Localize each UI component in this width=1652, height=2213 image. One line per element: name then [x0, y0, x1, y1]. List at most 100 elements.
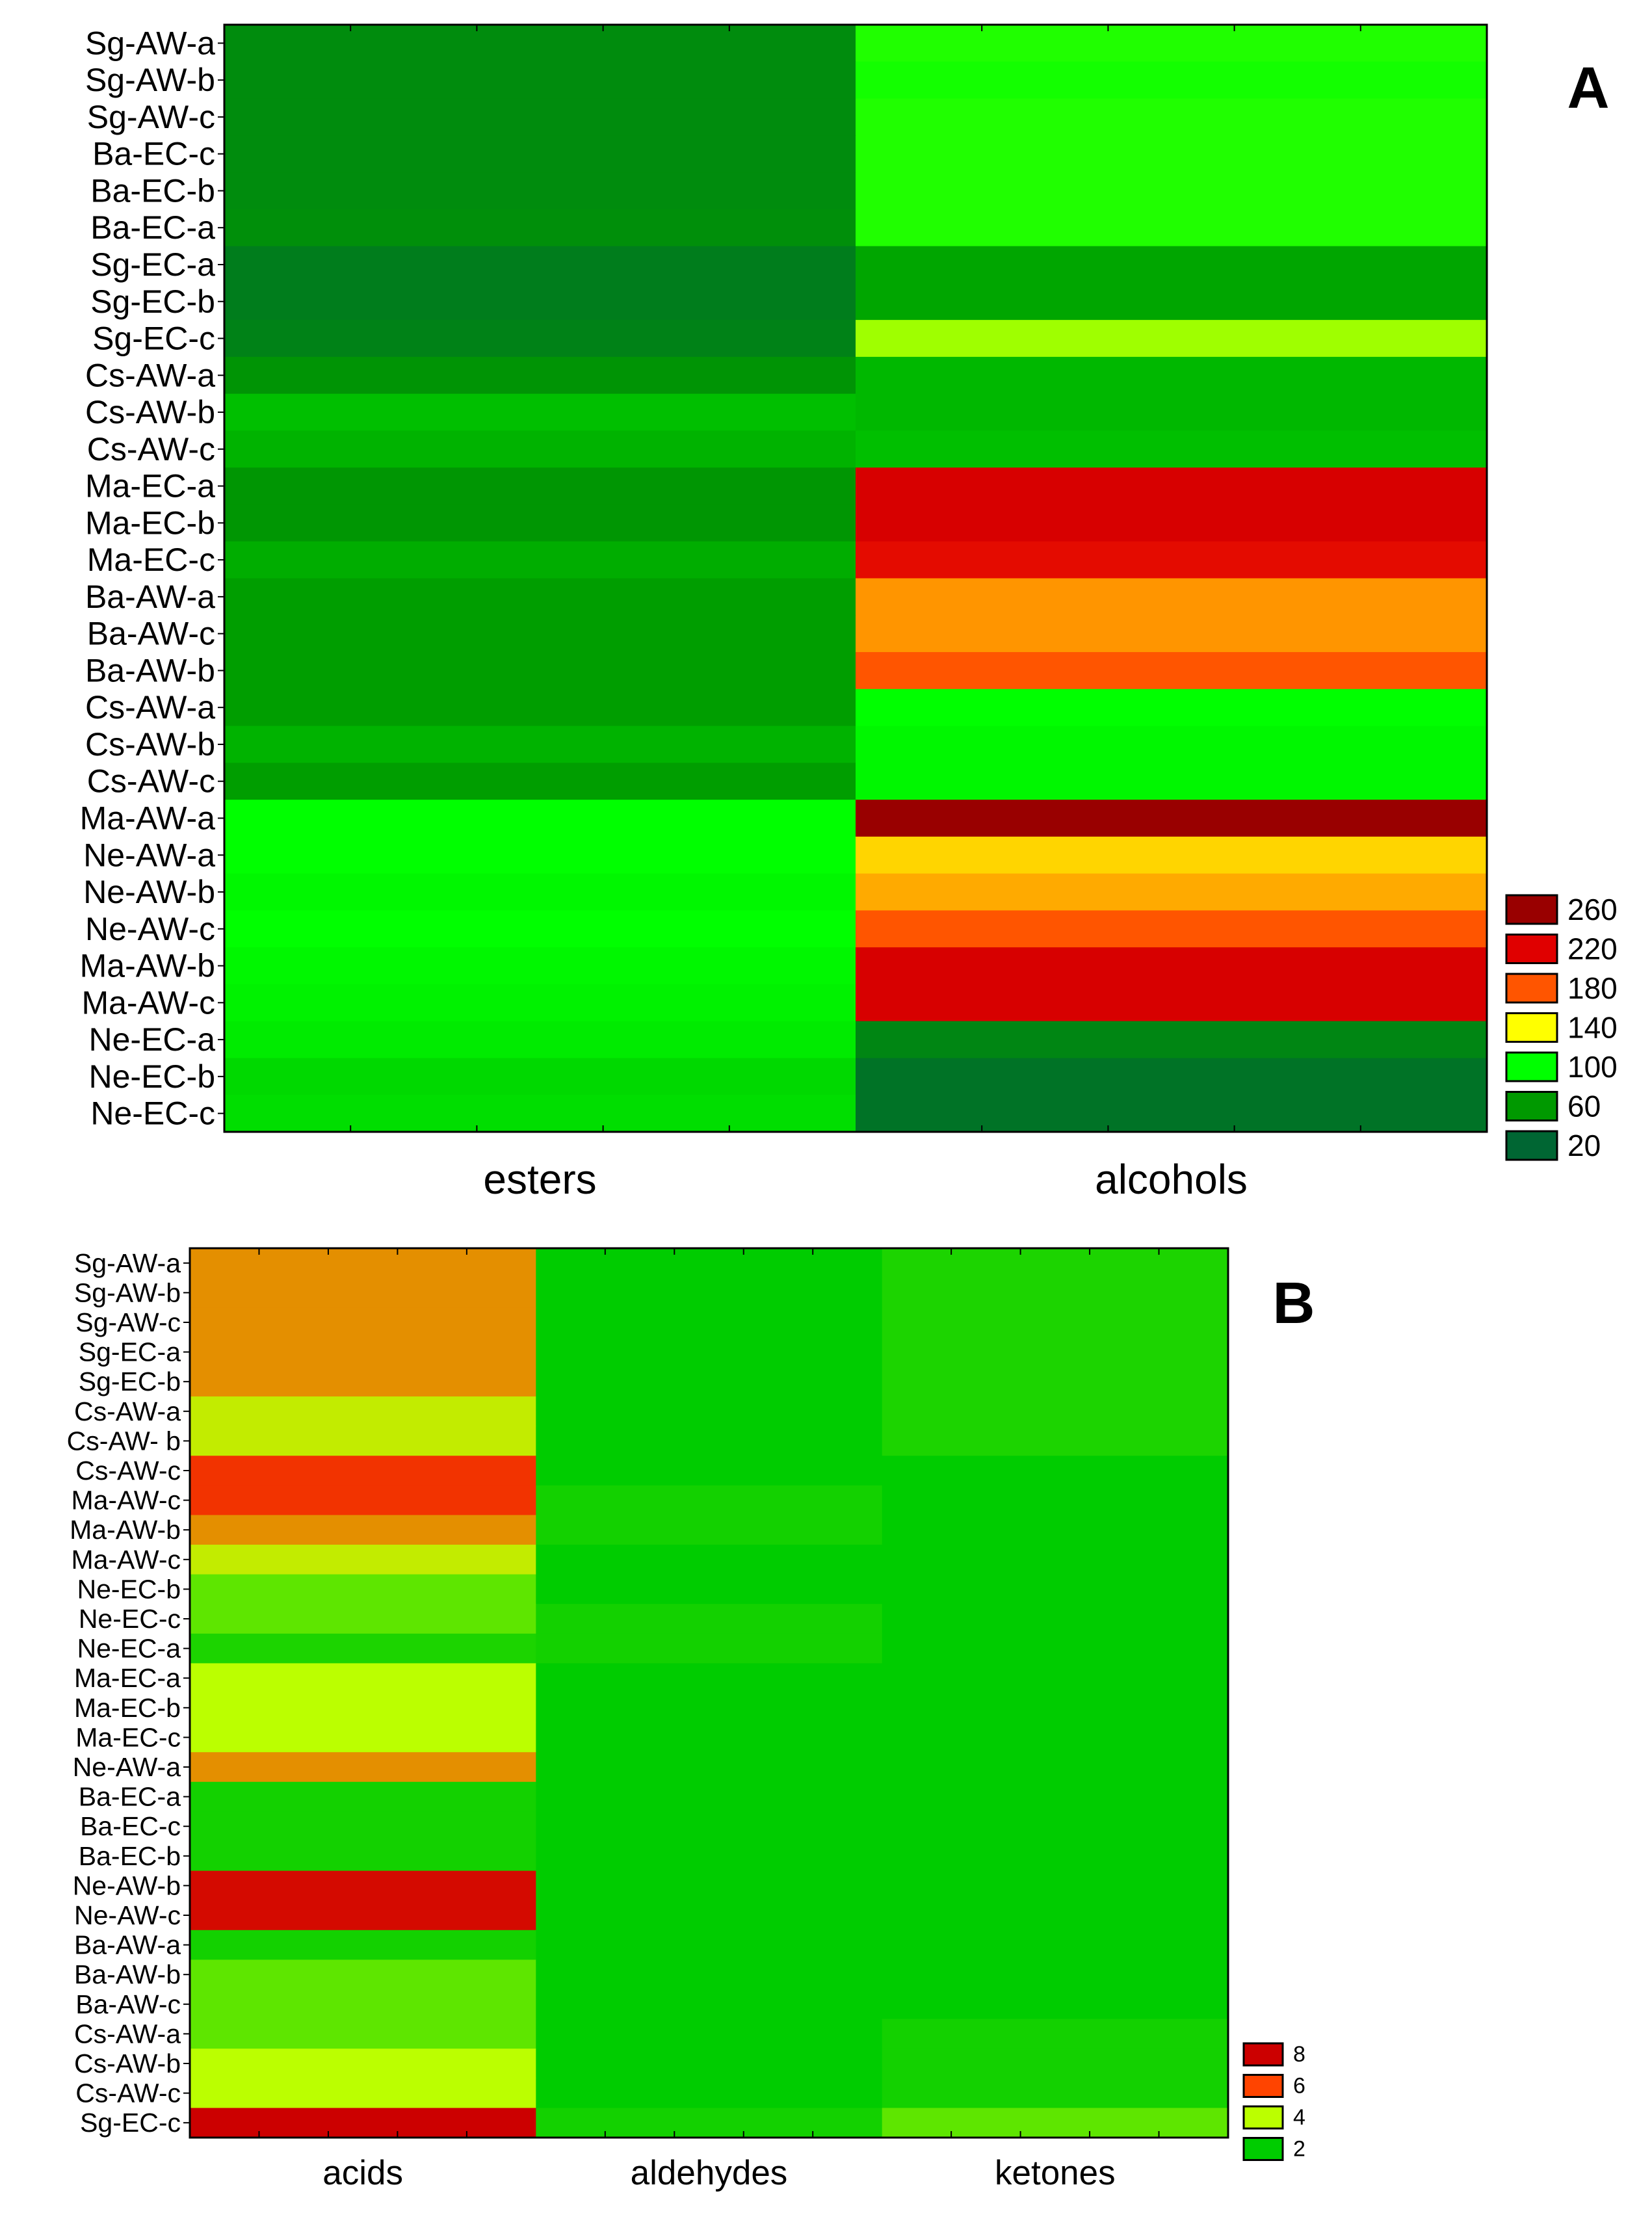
row-label-a-19: Cs-AW-b	[85, 726, 215, 763]
row-label-a-12: Ma-EC-a	[85, 468, 215, 504]
heatmap-cell-b-11-2	[882, 1574, 1229, 1604]
row-label-a-16: Ba-AW-c	[87, 616, 215, 652]
heatmap-cell-b-5-2	[882, 1396, 1229, 1427]
heatmap-cell-b-18-1	[536, 1781, 883, 1812]
row-label-b-10: Ma-AW-c	[71, 1545, 181, 1575]
heatmap-cell-b-14-1	[536, 1663, 883, 1694]
heatmap-cell-a-0-1	[856, 25, 1488, 62]
row-label-a-29: Ne-EC-c	[90, 1095, 215, 1132]
row-label-a-5: Ba-EC-a	[90, 209, 215, 246]
row-label-a-1: Sg-AW-b	[85, 62, 215, 98]
row-label-b-28: Cs-AW-c	[75, 2078, 181, 2108]
heatmap-cell-a-5-1	[856, 209, 1488, 247]
column-label-a-1: alcohols	[1095, 1156, 1248, 1203]
heatmap-cell-b-24-2	[882, 1959, 1229, 1990]
row-label-b-13: Ne-EC-a	[77, 1634, 181, 1664]
heatmap-cell-b-9-2	[882, 1515, 1229, 1545]
row-label-b-1: Sg-AW-b	[74, 1277, 181, 1307]
heatmap-cell-b-4-0	[190, 1367, 536, 1397]
heatmap-cell-a-24-1	[856, 910, 1488, 948]
heatmap-cell-b-12-2	[882, 1604, 1229, 1634]
heatmap-cell-a-6-0	[224, 246, 856, 283]
row-label-b-17: Ne-AW-a	[73, 1752, 181, 1782]
legend-label-a-4: 100	[1567, 1050, 1618, 1084]
heatmap-cell-b-23-2	[882, 1930, 1229, 1960]
heatmap-cell-b-7-2	[882, 1456, 1229, 1486]
row-label-a-26: Ma-AW-c	[81, 984, 215, 1021]
row-label-a-7: Sg-EC-b	[90, 283, 215, 320]
heatmap-cell-a-16-0	[224, 615, 856, 653]
heatmap-cell-b-10-1	[536, 1545, 883, 1575]
heatmap-cell-a-4-0	[224, 172, 856, 210]
heatmap-cell-b-14-0	[190, 1663, 536, 1694]
heatmap-cell-a-26-0	[224, 984, 856, 1022]
heatmap-cell-b-20-1	[536, 1841, 883, 1872]
heatmap-cell-b-17-0	[190, 1752, 536, 1783]
heatmap-cell-b-25-0	[190, 1989, 536, 2020]
heatmap-cell-b-24-1	[536, 1959, 883, 1990]
heatmap-cell-a-21-1	[856, 800, 1488, 837]
heatmap-cell-a-13-1	[856, 504, 1488, 542]
heatmap-panel-b: Sg-AW-aSg-AW-bSg-AW-cSg-EC-aSg-EC-bCs-AW…	[67, 1247, 1315, 2192]
row-label-b-27: Cs-AW-b	[74, 2049, 181, 2078]
heatmap-cell-b-6-1	[536, 1426, 883, 1456]
heatmap-cell-a-25-1	[856, 947, 1488, 985]
heatmap-cell-b-6-0	[190, 1426, 536, 1456]
heatmap-cell-b-28-1	[536, 2078, 883, 2108]
row-label-b-5: Cs-AW-a	[74, 1396, 181, 1426]
heatmap-cell-a-14-1	[856, 541, 1488, 579]
row-label-a-6: Sg-EC-a	[90, 246, 215, 283]
row-label-b-6: Cs-AW- b	[67, 1426, 181, 1456]
heatmap-cell-a-27-1	[856, 1021, 1488, 1059]
heatmap-cell-b-20-0	[190, 1841, 536, 1872]
panel-label-a: A	[1567, 56, 1610, 121]
row-label-b-2: Sg-AW-c	[75, 1307, 181, 1337]
legend-label-b-0: 8	[1293, 2042, 1305, 2067]
row-label-b-25: Ba-AW-c	[75, 1989, 181, 2019]
column-label-a-0: esters	[483, 1156, 596, 1203]
heatmap-cell-b-3-1	[536, 1337, 883, 1367]
heatmap-cell-a-23-0	[224, 873, 856, 911]
heatmap-cell-a-7-1	[856, 283, 1488, 321]
heatmap-cell-a-5-0	[224, 209, 856, 247]
row-label-a-22: Ne-AW-a	[83, 837, 215, 873]
heatmap-cell-b-4-1	[536, 1367, 883, 1397]
heatmap-cell-b-27-2	[882, 2049, 1229, 2079]
heatmap-cell-b-22-0	[190, 1900, 536, 1931]
heatmap-cell-a-12-0	[224, 467, 856, 505]
heatmap-cell-b-28-0	[190, 2078, 536, 2108]
row-label-b-14: Ma-EC-a	[74, 1663, 181, 1693]
heatmap-cell-a-19-1	[856, 726, 1488, 763]
row-label-b-12: Ne-EC-c	[79, 1604, 181, 1634]
row-label-a-3: Ba-EC-c	[92, 136, 215, 172]
row-label-a-17: Ba-AW-b	[85, 652, 215, 688]
heatmap-cell-a-21-0	[224, 800, 856, 837]
row-label-b-4: Sg-EC-b	[79, 1367, 181, 1396]
column-label-b-1: aldehydes	[631, 2154, 788, 2192]
row-label-a-2: Sg-AW-c	[87, 99, 215, 135]
heatmap-cell-b-10-0	[190, 1545, 536, 1575]
legend-label-b-3: 2	[1293, 2137, 1305, 2162]
heatmap-cell-a-20-1	[856, 763, 1488, 800]
legend-swatch-a-0	[1505, 894, 1558, 925]
heatmap-cell-b-18-2	[882, 1781, 1229, 1812]
row-label-b-29: Sg-EC-c	[80, 2108, 181, 2138]
heatmap-cell-b-8-0	[190, 1485, 536, 1515]
row-label-a-13: Ma-EC-b	[85, 504, 215, 541]
row-label-a-28: Ne-EC-b	[89, 1058, 215, 1095]
row-label-b-3: Sg-EC-a	[79, 1337, 181, 1367]
row-label-b-11: Ne-EC-b	[77, 1574, 181, 1604]
heatmap-cell-b-19-2	[882, 1811, 1229, 1842]
row-label-a-20: Cs-AW-c	[87, 763, 215, 800]
row-label-b-19: Ba-EC-c	[80, 1811, 181, 1841]
row-label-b-23: Ba-AW-a	[74, 1930, 181, 1960]
heatmap-cell-a-25-0	[224, 947, 856, 985]
heatmap-cell-b-17-2	[882, 1752, 1229, 1783]
heatmap-cell-b-13-2	[882, 1633, 1229, 1664]
heatmap-cell-a-0-0	[224, 25, 856, 62]
heatmap-cell-b-22-2	[882, 1900, 1229, 1931]
heatmap-cell-b-22-1	[536, 1900, 883, 1931]
row-label-b-9: Ma-AW-b	[70, 1515, 181, 1545]
